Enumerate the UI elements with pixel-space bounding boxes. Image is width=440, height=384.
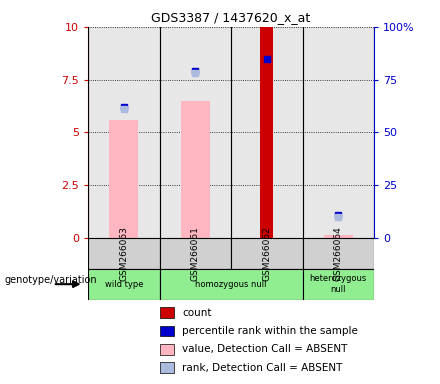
Text: heterozygous
null: heterozygous null [310, 275, 367, 294]
Bar [159, 269, 303, 300]
Bar [160, 307, 175, 318]
Bar [110, 120, 138, 238]
Bar [88, 269, 159, 300]
Bar [303, 27, 374, 238]
Bar [231, 238, 303, 269]
Text: homozygous null: homozygous null [195, 280, 267, 289]
Text: rank, Detection Call = ABSENT: rank, Detection Call = ABSENT [182, 363, 342, 373]
Bar [159, 238, 231, 269]
Bar [260, 27, 273, 238]
Text: genotype/variation: genotype/variation [4, 275, 97, 285]
Text: GSM266063: GSM266063 [119, 226, 128, 281]
Bar [160, 27, 231, 238]
Bar [303, 238, 374, 269]
Bar [324, 235, 352, 238]
Text: percentile rank within the sample: percentile rank within the sample [182, 326, 358, 336]
Bar [160, 344, 175, 355]
Text: value, Detection Call = ABSENT: value, Detection Call = ABSENT [182, 344, 347, 354]
Text: wild type: wild type [105, 280, 143, 289]
Text: GSM266064: GSM266064 [334, 226, 343, 281]
Text: GSM266061: GSM266061 [191, 226, 200, 281]
Bar [160, 362, 175, 373]
Bar [88, 27, 160, 238]
Bar [303, 269, 374, 300]
Bar [88, 238, 159, 269]
Bar [181, 101, 209, 238]
Text: GSM266062: GSM266062 [262, 226, 271, 281]
Title: GDS3387 / 1437620_x_at: GDS3387 / 1437620_x_at [151, 11, 311, 24]
Bar [160, 326, 175, 336]
Bar [231, 27, 303, 238]
Text: count: count [182, 308, 212, 318]
